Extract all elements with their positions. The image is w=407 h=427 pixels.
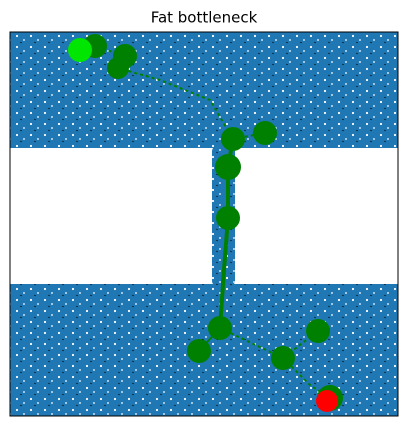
goal-node [316,390,338,412]
axes-frame [9,31,399,417]
tree-nodes [83,34,343,411]
start-node [68,38,92,62]
chart-title: Fat bottleneck [151,9,258,27]
plot-area [10,32,398,416]
